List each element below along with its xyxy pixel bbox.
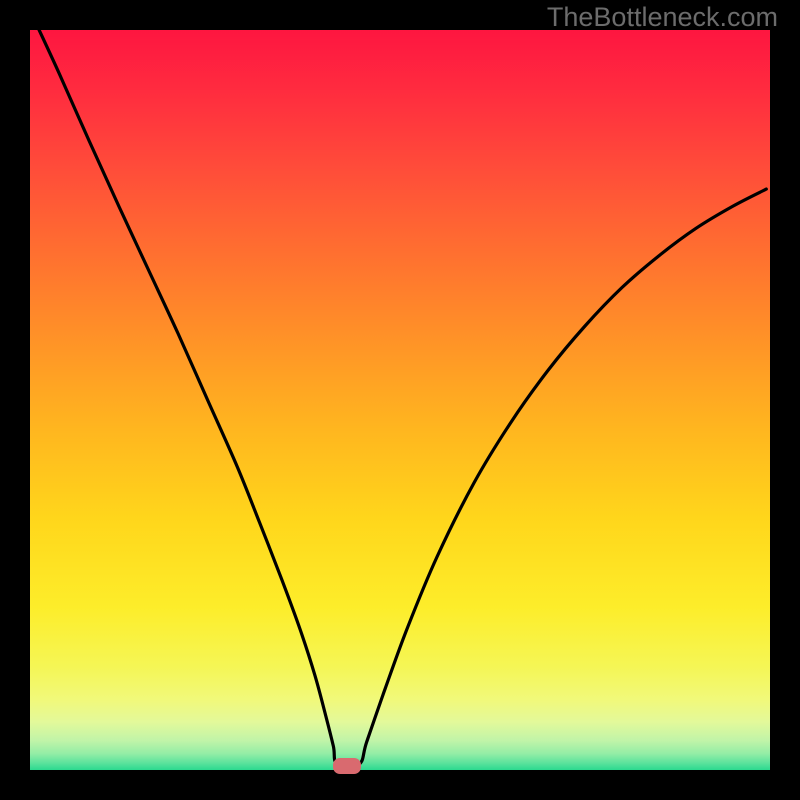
chart-root: TheBottleneck.com <box>0 0 800 800</box>
curve-layer <box>30 30 770 770</box>
bottleneck-curve <box>37 30 766 767</box>
plot-area <box>30 30 770 770</box>
watermark-label: TheBottleneck.com <box>547 2 778 33</box>
minimum-marker <box>333 758 361 774</box>
